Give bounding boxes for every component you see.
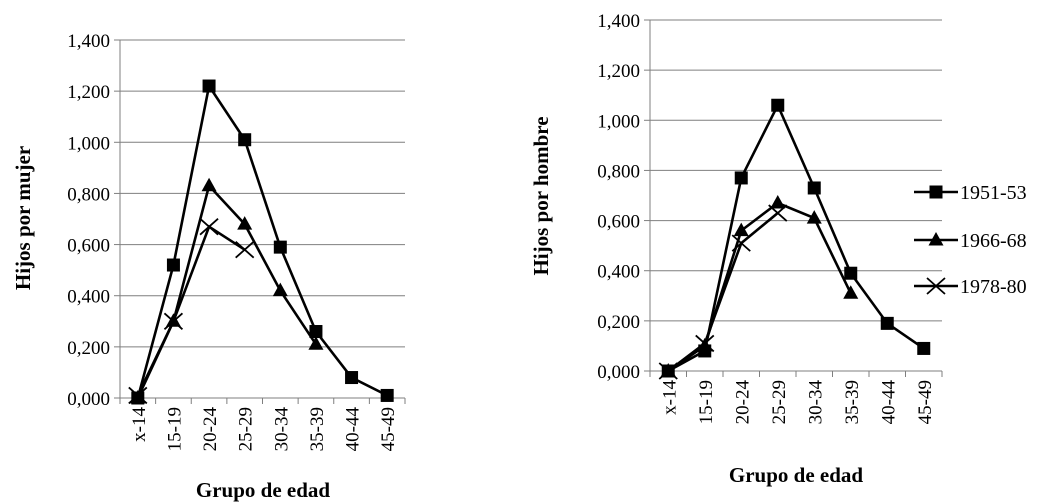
chart-1-series-1978-80-point bbox=[235, 241, 255, 259]
chart-2-y-tick-label: 1,000 bbox=[597, 111, 640, 132]
chart-2-x-tick-label: 20-24 bbox=[732, 380, 753, 425]
chart-2-series-1966-68-point bbox=[806, 210, 822, 224]
chart-2-series-1951-53-line bbox=[667, 102, 925, 373]
chart-1-series-1966-68-point bbox=[272, 282, 288, 297]
chart-1-x-tick-label: 40-44 bbox=[343, 407, 364, 452]
chart-2-x-axis-title: Grupo de edad bbox=[729, 463, 864, 487]
chart-2-series-1951-53-point bbox=[734, 171, 748, 185]
chart-2-series-1966-68-point bbox=[733, 222, 749, 237]
chart-2-x-tick-label: 35-39 bbox=[842, 380, 863, 424]
chart-2-y-tick-label: 1,400 bbox=[597, 11, 640, 32]
legend-label-1978-80: 1978-80 bbox=[960, 276, 1027, 298]
chart-1-x-tick-label: 45-49 bbox=[378, 407, 399, 451]
chart-1-series-1978-80-point bbox=[163, 312, 184, 330]
chart-2-series-1978-80-line bbox=[667, 212, 779, 373]
chart-1-series-1978-80-point bbox=[199, 217, 219, 236]
chart-1-x-axis-title: Grupo de edad bbox=[196, 478, 331, 502]
chart-1-y-tick-label: 1,400 bbox=[67, 31, 110, 52]
chart-1-x-tick-label: 25-29 bbox=[236, 407, 257, 451]
chart-1-x-tick-label: x-14 bbox=[129, 407, 150, 442]
chart-1-series-1966-68-point bbox=[201, 177, 217, 192]
chart-1-y-tick-label: 0,000 bbox=[67, 389, 110, 410]
chart-1-y-tick-label: 0,200 bbox=[67, 338, 110, 359]
chart-2-series-1951-53-point bbox=[771, 98, 785, 112]
chart-2-series-1951-53-point bbox=[844, 266, 858, 280]
chart-1-y-tick-label: 0,600 bbox=[67, 236, 110, 257]
chart-2-series-1978-80-point bbox=[731, 234, 751, 252]
chart-1-series-1978-80-point bbox=[128, 386, 148, 405]
chart-2-x-tick-label: 25-29 bbox=[769, 380, 790, 424]
chart-2-series-1966-68-point bbox=[843, 285, 859, 299]
chart-2-y-tick-label: 0,600 bbox=[597, 212, 640, 233]
chart-1-x-tick-label: 15-19 bbox=[164, 407, 185, 451]
chart-2-y-tick-label: 0,200 bbox=[597, 312, 640, 333]
chart-1-series-1951-53-point bbox=[380, 388, 394, 402]
legend-marker-1966-68 bbox=[928, 232, 944, 246]
chart-2-y-tick-label: 0,000 bbox=[597, 362, 640, 383]
chart-1-series-1966-68-point bbox=[237, 216, 253, 230]
chart-2-y-tick-label: 0,800 bbox=[597, 161, 640, 182]
chart-1-y-tick-label: 1,000 bbox=[67, 133, 110, 154]
legend-marker-1951-53 bbox=[929, 185, 943, 199]
chart-1-y-axis-title: Hijos por mujer bbox=[11, 146, 35, 290]
chart-2-series-1951-53-point bbox=[917, 341, 931, 355]
chart-1-series-1966-68-point bbox=[130, 390, 146, 404]
chart-2-x-tick-label: 30-34 bbox=[805, 380, 826, 425]
chart-2-x-tick-label: 40-44 bbox=[878, 380, 899, 425]
chart-1-series-1966-68-line bbox=[136, 183, 318, 399]
chart-2-x-tick-label: 45-49 bbox=[915, 380, 936, 424]
legend-marker-1978-80 bbox=[926, 277, 946, 295]
chart-1-x-tick-label: 20-24 bbox=[200, 407, 221, 452]
chart-2-series-1966-68-point bbox=[770, 195, 786, 209]
chart-1-series-1951-53-point bbox=[166, 258, 180, 272]
chart-1-y-tick-label: 0,800 bbox=[67, 184, 110, 205]
chart-2-series-1951-53-point bbox=[807, 181, 821, 195]
chart-1-series-1951-53-point bbox=[238, 133, 252, 147]
chart-1-series-1966-68-point bbox=[308, 336, 324, 350]
chart-2-y-tick-label: 1,200 bbox=[597, 61, 640, 82]
legend-label-1966-68: 1966-68 bbox=[960, 230, 1027, 252]
chart-1-series-1951-53-line bbox=[136, 82, 388, 399]
chart-1-x-tick-label: 30-34 bbox=[271, 407, 292, 452]
chart-1-series-1951-53-point bbox=[345, 371, 359, 385]
chart-2-y-axis-title: Hijos por hombre bbox=[529, 116, 553, 275]
legend-label-1951-53: 1951-53 bbox=[960, 182, 1027, 204]
chart-1-series-1951-53-point bbox=[309, 325, 323, 339]
chart-1-series-1978-80-line bbox=[136, 224, 246, 397]
chart-2-series-1978-80-point bbox=[658, 362, 678, 380]
chart-1-series-1951-53-point bbox=[202, 79, 216, 93]
chart-1-x-tick-label: 35-39 bbox=[307, 407, 328, 451]
chart-2-series-1951-53-point bbox=[880, 316, 894, 330]
chart-2-x-tick-label: x-14 bbox=[659, 380, 680, 415]
chart-1-series-1951-53-point bbox=[273, 240, 287, 254]
chart-1-y-tick-label: 1,200 bbox=[67, 82, 110, 103]
chart-2-y-tick-label: 0,400 bbox=[597, 262, 640, 283]
chart-2-series-1978-80-point bbox=[768, 204, 788, 222]
chart-2-x-tick-label: 15-19 bbox=[696, 380, 717, 424]
chart-1-y-tick-label: 0,400 bbox=[67, 287, 110, 308]
chart-2-series-1978-80-point bbox=[695, 334, 715, 353]
